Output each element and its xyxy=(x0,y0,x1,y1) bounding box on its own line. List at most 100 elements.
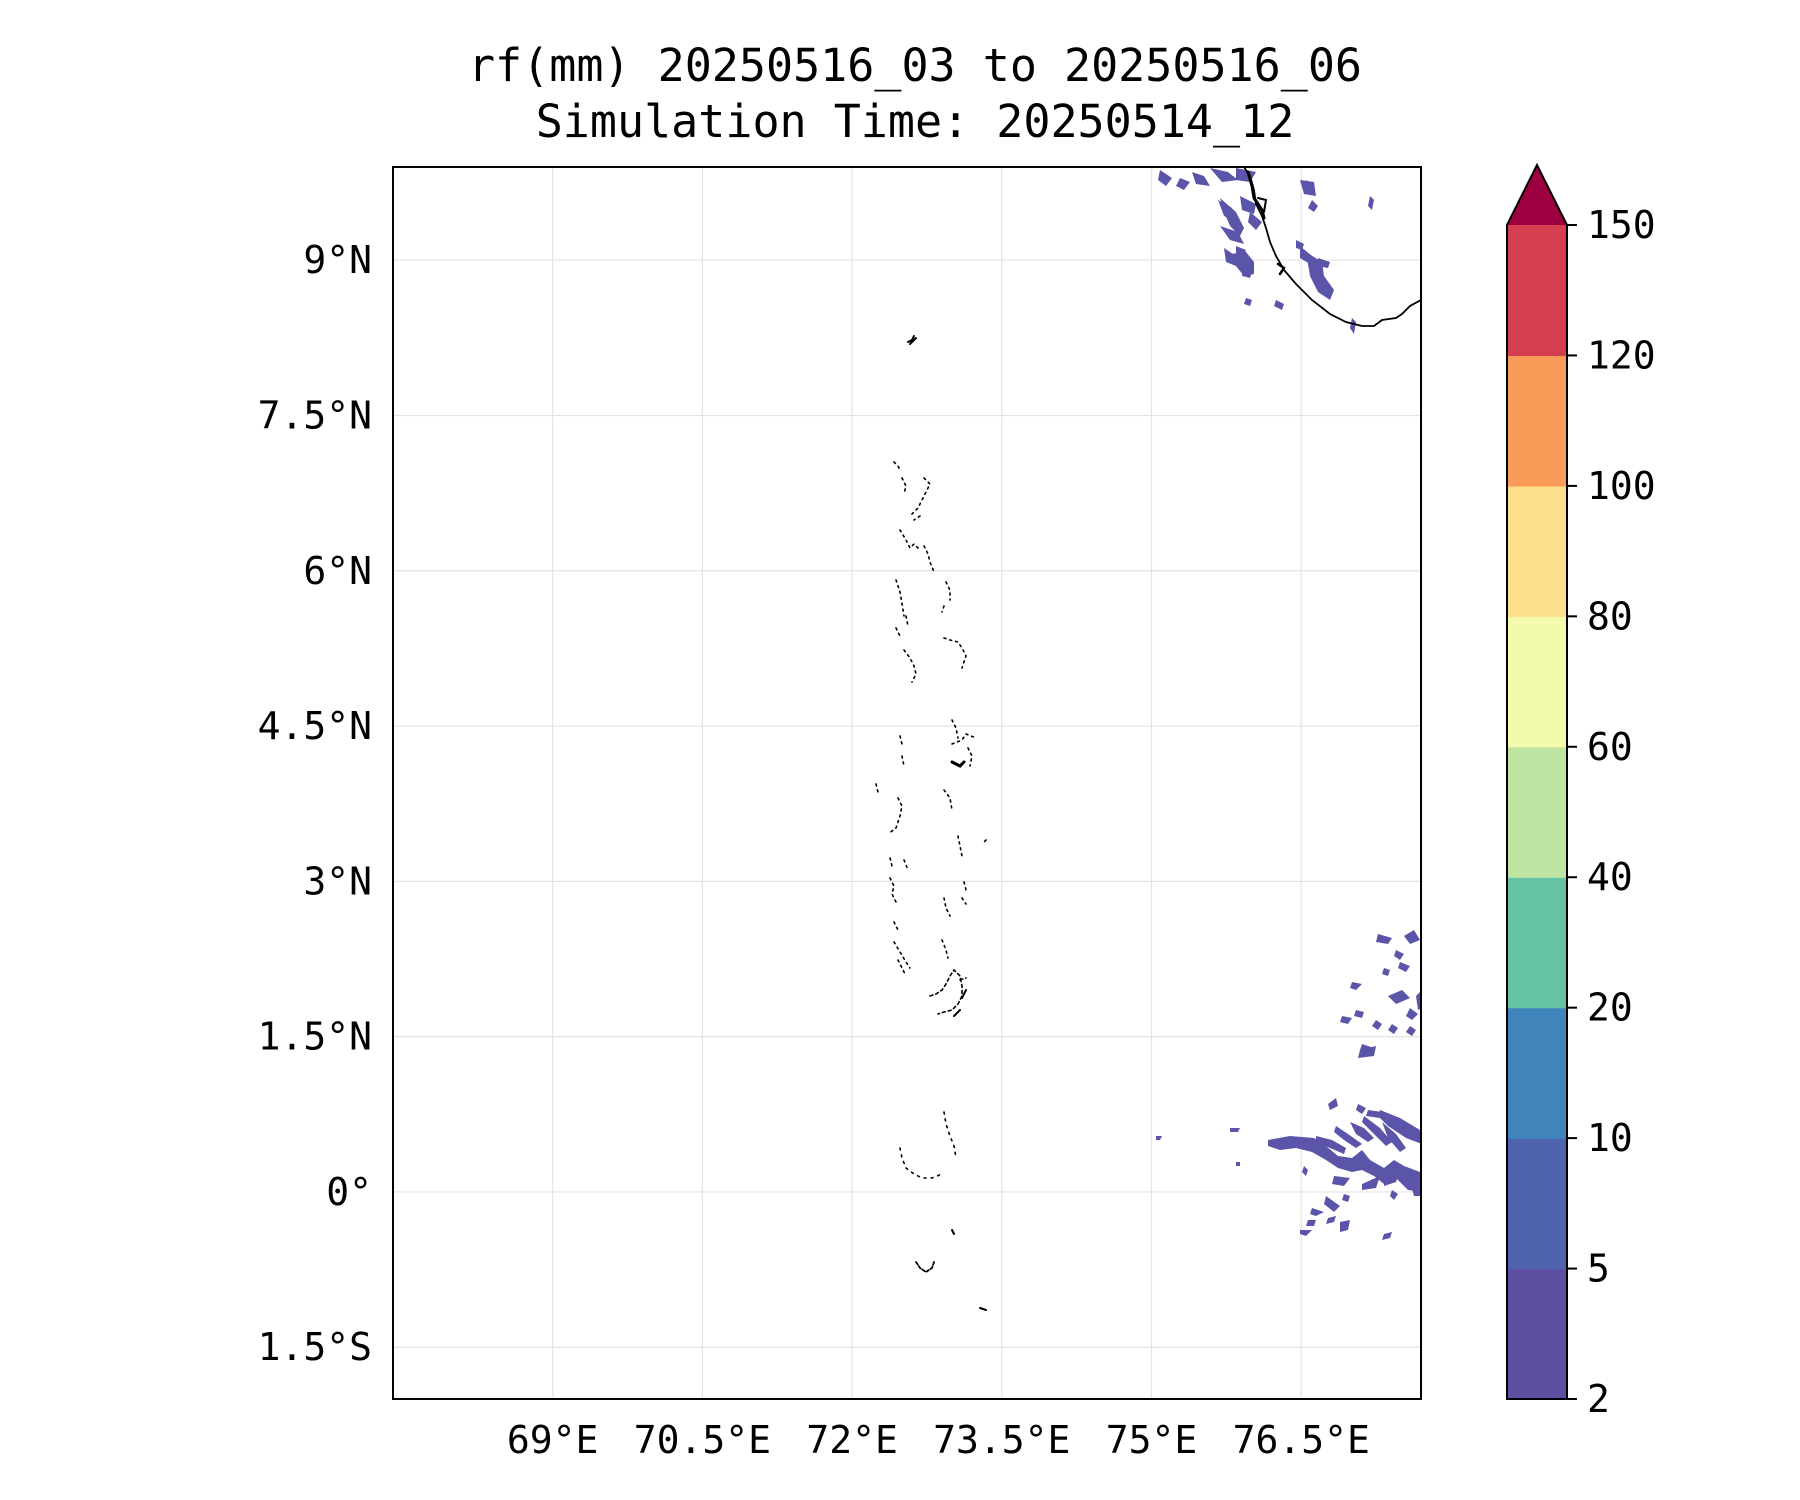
rain-cell xyxy=(1220,226,1244,244)
rain-cell xyxy=(1372,1020,1382,1030)
island-outline xyxy=(915,1261,935,1274)
rain-cell xyxy=(1404,930,1420,944)
india-coastline xyxy=(1243,167,1421,327)
rain-cell xyxy=(1406,1026,1416,1036)
lat-tick-label: 4.5°N xyxy=(258,704,372,748)
island-outline xyxy=(889,877,897,903)
rain-band xyxy=(1316,1136,1346,1154)
island-outline xyxy=(951,1229,955,1235)
island-outline xyxy=(943,637,967,669)
rain-band xyxy=(1362,1176,1380,1190)
rain-band xyxy=(1356,1104,1366,1114)
colorbar: 2 5 10 20 40 60 80 100 120 150 xyxy=(1506,162,1656,1421)
rain-band xyxy=(1332,1176,1350,1186)
coastlines xyxy=(875,167,1421,1311)
rain-cell xyxy=(1210,168,1238,182)
colorbar-tick-label: 60 xyxy=(1587,725,1633,769)
lon-tick-label: 76.5°E xyxy=(1233,1418,1370,1462)
colorbar-outline xyxy=(1506,162,1568,1400)
island-outline xyxy=(941,581,951,613)
rain-band xyxy=(1328,1098,1338,1110)
rain-cell xyxy=(1340,1016,1352,1024)
colorbar-segment xyxy=(1507,616,1567,748)
rain-band xyxy=(1230,1128,1240,1132)
rain-cell xyxy=(1350,982,1362,990)
colorbar-tick-label: 80 xyxy=(1587,594,1633,638)
colorbar-segment xyxy=(1507,1007,1567,1139)
lat-tick-label: 0° xyxy=(326,1170,372,1214)
rain-band xyxy=(1350,1122,1374,1142)
lat-tick-label: 1.5°N xyxy=(258,1015,372,1059)
india-backwater xyxy=(1276,262,1286,276)
colorbar-segment xyxy=(1507,355,1567,487)
colorbar-tick-label: 40 xyxy=(1587,855,1633,899)
lon-tick-labels: 69°E 70.5°E 72°E 73.5°E 75°E 76.5°E xyxy=(507,1418,1370,1462)
rain-cell xyxy=(1306,252,1334,300)
rain-cell xyxy=(1230,252,1254,276)
lat-tick-labels: 1.5°S 0° 1.5°N 3°N 4.5°N 6°N 7.5°N 9°N xyxy=(258,238,372,1369)
rain-cell xyxy=(1300,180,1316,196)
rain-cell xyxy=(1354,1010,1364,1018)
colorbar-segment xyxy=(1507,1138,1567,1270)
rain-cell xyxy=(1368,196,1374,210)
rain-band xyxy=(1324,1196,1340,1212)
lon-tick-label: 73.5°E xyxy=(933,1418,1070,1462)
colorbar-tick-label: 20 xyxy=(1587,986,1633,1030)
rain-cell xyxy=(1318,258,1330,268)
colorbar-segments xyxy=(1507,225,1567,1400)
lon-tick-label: 70.5°E xyxy=(634,1418,771,1462)
rainfall-shading xyxy=(1156,168,1421,1240)
rain-band xyxy=(1326,1216,1336,1224)
map-panel xyxy=(392,166,1422,1400)
rain-band xyxy=(1378,1110,1421,1144)
title-line-2: Simulation Time: 20250514_12 xyxy=(536,95,1295,148)
rain-cell xyxy=(1224,248,1236,266)
rain-band xyxy=(1384,1176,1398,1186)
rain-band xyxy=(1268,1136,1421,1192)
colorbar-tick-label: 150 xyxy=(1587,203,1656,247)
island-outline xyxy=(943,1111,957,1159)
island-outline xyxy=(979,1307,987,1311)
rain-cell xyxy=(1240,196,1256,214)
lat-tick-label: 6°N xyxy=(303,549,372,593)
rain-band xyxy=(1340,1220,1350,1232)
rain-band xyxy=(1390,1190,1398,1200)
island-outline xyxy=(895,579,909,627)
lat-tick-label: 7.5°N xyxy=(258,393,372,437)
island-outline xyxy=(953,989,967,1017)
lat-tick-label: 9°N xyxy=(303,238,372,282)
island-outline xyxy=(943,789,963,857)
lon-tick-label: 75°E xyxy=(1106,1418,1198,1462)
rain-cell xyxy=(1308,200,1318,212)
colorbar-extend-arrow xyxy=(1507,165,1567,225)
lat-tick-label: 1.5°S xyxy=(258,1325,372,1369)
colorbar-segment xyxy=(1507,1268,1567,1400)
rain-cell xyxy=(1394,950,1404,960)
rain-band xyxy=(1306,1220,1316,1226)
rain-cell xyxy=(1176,178,1190,190)
island-outline xyxy=(893,461,931,521)
india-backwater xyxy=(1246,170,1266,220)
rain-cell xyxy=(1274,300,1284,310)
colorbar-tick-label: 100 xyxy=(1587,464,1656,508)
title-line-1: rf(mm) 20250516_03 to 20250516_06 xyxy=(468,39,1362,92)
colorbar-tick-label: 5 xyxy=(1587,1247,1610,1291)
rain-cell xyxy=(1416,991,1421,1010)
island-outline xyxy=(889,839,987,871)
colorbar-segment xyxy=(1507,746,1567,878)
colorbar-tick-label: 10 xyxy=(1587,1116,1633,1160)
lon-tick-label: 69°E xyxy=(507,1418,599,1462)
rain-band xyxy=(1310,1208,1324,1216)
rain-cell xyxy=(1350,318,1356,334)
island-outline xyxy=(899,1147,943,1179)
colorbar-segment xyxy=(1507,877,1567,1009)
rain-band xyxy=(1334,1126,1362,1148)
rain-band xyxy=(1236,1162,1240,1166)
island-outline xyxy=(950,760,966,768)
rain-cell xyxy=(1248,212,1262,230)
rain-band xyxy=(1156,1136,1162,1140)
island-outline xyxy=(929,968,967,1015)
rain-cell xyxy=(1388,990,1410,1004)
rain-cell xyxy=(1388,1024,1398,1034)
